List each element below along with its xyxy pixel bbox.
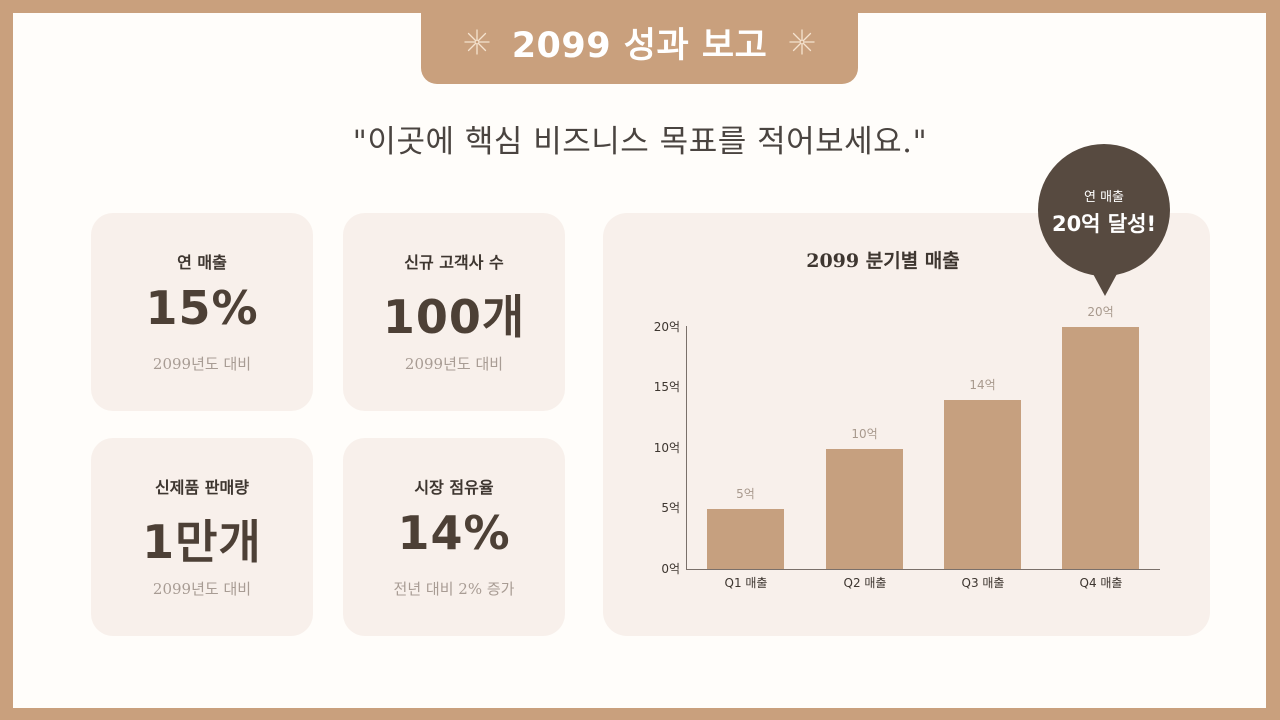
kpi-label: 시장 점유율 — [414, 478, 494, 497]
kpi-card-new-product-sales: 신제품 판매량 1만개 2099년도 대비 — [91, 438, 313, 636]
callout-pointer — [1092, 272, 1118, 296]
sparkle-icon — [789, 29, 815, 55]
x-tick-label: Q1 매출 — [724, 576, 768, 590]
kpi-card-new-clients: 신규 고객사 수 100개 2099년도 대비 — [343, 213, 565, 411]
chart-title: 2099 분기별 매출 — [806, 250, 960, 272]
y-tick: 20억 — [653, 320, 680, 334]
sparkle-icon — [464, 29, 490, 55]
revenue-callout-bubble: 연 매출 20억 달성! — [1038, 144, 1170, 276]
x-axis — [686, 569, 1160, 570]
kpi-value: 100개 — [382, 290, 526, 344]
business-goal-text: "이곳에 핵심 비즈니스 목표를 적어보세요." — [352, 124, 928, 160]
bar-q1 — [707, 509, 784, 569]
kpi-value: 1만개 — [142, 515, 262, 569]
callout-caption: 연 매출 — [1083, 190, 1124, 205]
kpi-card-market-share: 시장 점유율 14% 전년 대비 2% 증가 — [343, 438, 565, 636]
kpi-note: 2099년도 대비 — [152, 580, 252, 598]
x-tick-label: Q3 매출 — [961, 576, 1005, 590]
x-tick-label: Q4 매출 — [1079, 576, 1123, 590]
y-tick: 0억 — [661, 562, 680, 576]
y-tick: 5억 — [661, 501, 680, 515]
bar-q4 — [1062, 327, 1139, 569]
bar-value-label: 14억 — [969, 378, 996, 392]
bar-q3 — [944, 400, 1021, 569]
kpi-note: 2099년도 대비 — [404, 355, 504, 373]
bar-value-label: 5억 — [736, 487, 755, 501]
kpi-card-annual-revenue: 연 매출 15% 2099년도 대비 — [91, 213, 313, 411]
kpi-value: 15% — [145, 281, 259, 335]
bar-value-label: 20억 — [1087, 305, 1114, 319]
y-axis — [686, 326, 687, 570]
y-tick: 15억 — [653, 380, 680, 394]
bar-value-label: 10억 — [851, 427, 878, 441]
callout-headline: 20억 달성! — [1051, 212, 1157, 236]
bar-q2 — [826, 449, 903, 569]
kpi-note: 2099년도 대비 — [152, 355, 252, 373]
x-tick-label: Q2 매출 — [843, 576, 887, 590]
y-tick: 10억 — [653, 441, 680, 455]
title-banner: 2099 성과 보고 — [421, 0, 858, 84]
kpi-label: 신제품 판매량 — [155, 478, 249, 497]
kpi-value: 14% — [397, 506, 511, 560]
kpi-note: 전년 대비 2% 증가 — [393, 580, 515, 598]
kpi-label: 연 매출 — [177, 253, 227, 272]
kpi-label: 신규 고객사 수 — [404, 253, 504, 272]
page-title: 2099 성과 보고 — [511, 25, 768, 66]
